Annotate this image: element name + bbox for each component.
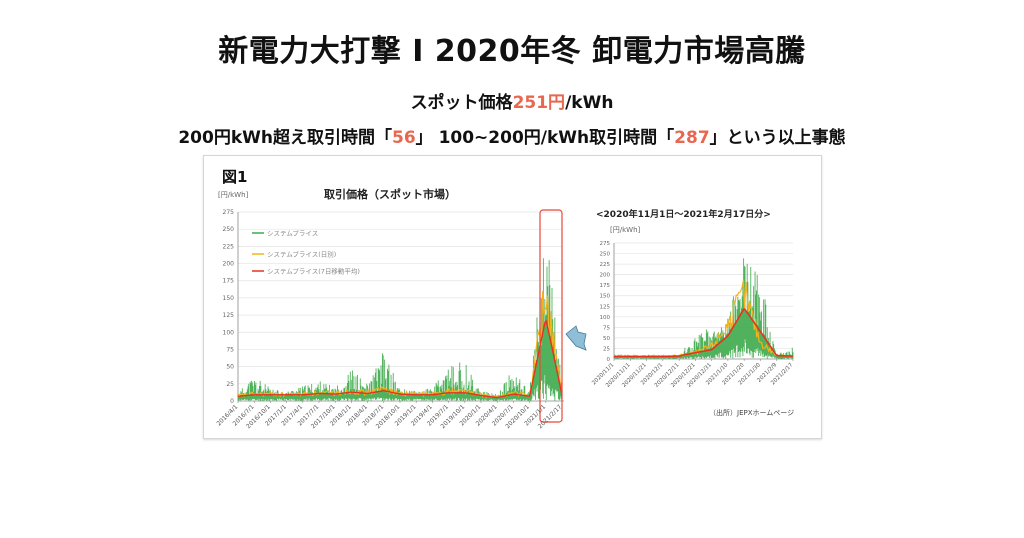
figure-panel: 図1 [円/kWh] 取引価格（スポット市場） <2020年11月1日～2021… (203, 155, 822, 439)
right-chart-daily-series (613, 279, 794, 358)
svg-text:75: 75 (226, 346, 234, 353)
spot-price-headline: スポット価格251円/kWh (0, 88, 1024, 113)
trading-hours-headline: 200円kWh超え取引時間「56」 100~200円/kWh取引時間「287」と… (0, 123, 1024, 148)
right-chart-system-price-series (613, 258, 794, 359)
svg-text:50: 50 (226, 364, 234, 371)
left-chart-x-ticks: 2016/4/12016/7/12016/10/12017/1/12017/4/… (215, 401, 564, 430)
svg-text:175: 175 (600, 283, 611, 289)
legend-daily: システムプライス(日別) (267, 250, 336, 259)
trading-hours-text-3: 」という以上事態 (709, 128, 846, 148)
left-chart-daily-series (237, 291, 563, 399)
svg-text:250: 250 (223, 226, 235, 233)
svg-text:125: 125 (223, 312, 235, 319)
svg-text:0: 0 (230, 398, 234, 405)
svg-text:225: 225 (600, 262, 611, 268)
left-chart: 0 25 50 75 100 125 150 175 200 225 250 275 システムプライス… (215, 209, 564, 430)
svg-text:50: 50 (603, 336, 610, 342)
right-chart-unit: [円/kWh] (610, 226, 641, 234)
legend-moving-avg: システムプライス(7日移動平均) (267, 267, 360, 276)
svg-text:125: 125 (600, 304, 611, 310)
spot-price-suffix: /kWh (565, 93, 614, 113)
left-chart-legend: システムプライス システムプライス(日別) システムプライス(7日移動平均) (252, 230, 360, 276)
left-chart-system-price-series (237, 258, 563, 401)
trading-hours-value-1: 56 (391, 128, 416, 148)
figure-label: 図1 (222, 168, 248, 186)
left-chart-title: 取引価格（スポット市場） (324, 188, 456, 201)
legend-system-price: システムプライス (267, 230, 318, 238)
svg-text:275: 275 (223, 209, 235, 216)
svg-text:225: 225 (223, 243, 235, 250)
left-chart-unit: [円/kWh] (218, 191, 249, 199)
svg-text:75: 75 (603, 325, 610, 331)
svg-text:150: 150 (600, 294, 611, 300)
right-chart-y-ticks: 0 25 50 75 100 125 150 175 200 225 250 275 (600, 241, 611, 363)
right-chart: 0 25 50 75 100 125 150 175 200 225 250 275 2020/11/… (591, 241, 795, 389)
svg-text:200: 200 (223, 261, 235, 268)
svg-text:200: 200 (600, 273, 611, 279)
svg-text:175: 175 (223, 278, 235, 285)
trading-hours-text-1: 200円kWh超え取引時間「 (178, 128, 392, 148)
svg-text:25: 25 (226, 381, 234, 388)
svg-text:250: 250 (600, 252, 611, 258)
left-chart-gridlines (238, 211, 562, 385)
page-title: 新電力大打撃 I 2020年冬 卸電力市場高騰 (218, 34, 806, 69)
arrow-icon (565, 325, 587, 351)
svg-text:0: 0 (607, 357, 611, 363)
right-chart-moving-avg-series (614, 307, 793, 358)
spot-price-prefix: スポット価格 (410, 93, 513, 113)
svg-text:100: 100 (600, 315, 611, 321)
highlight-box (539, 209, 563, 423)
left-chart-moving-avg-series (237, 320, 563, 399)
spot-price-value: 251円 (512, 93, 566, 113)
source-note: （出所）JEPXホームページ (709, 409, 795, 417)
svg-text:150: 150 (223, 295, 235, 302)
svg-text:25: 25 (603, 346, 610, 352)
trading-hours-value-2: 287 (674, 128, 710, 148)
svg-text:275: 275 (600, 241, 611, 247)
svg-text:100: 100 (223, 329, 235, 336)
trading-hours-text-2: 」 100~200円/kWh取引時間「 (415, 128, 675, 148)
right-chart-title: <2020年11月1日～2021年2月17日分> (596, 210, 771, 220)
left-chart-y-ticks: 0 25 50 75 100 125 150 175 200 225 250 275 (223, 209, 235, 405)
right-chart-x-ticks: 2020/11/12020/11/112020/11/212020/12/120… (591, 359, 795, 389)
